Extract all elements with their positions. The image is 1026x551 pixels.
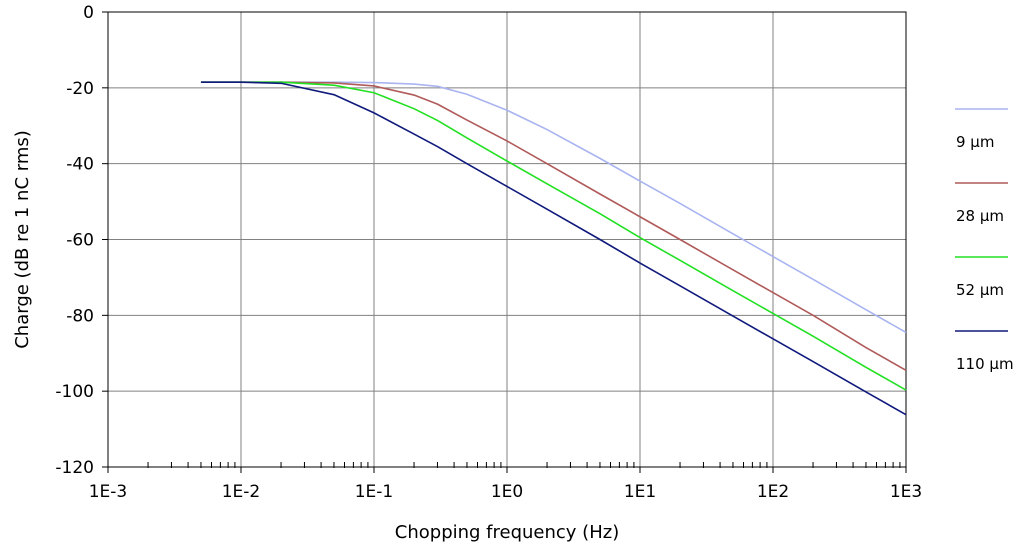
plot-area-frame bbox=[107, 11, 907, 468]
y-tick-label: 0 bbox=[83, 3, 94, 23]
x-tick-label: 1E3 bbox=[890, 482, 922, 502]
x-tick-label: 1E-3 bbox=[89, 482, 128, 502]
y-tick-label: -100 bbox=[55, 382, 94, 402]
x-tick-label: 1E1 bbox=[624, 482, 656, 502]
series-lines bbox=[200, 81, 907, 416]
x-axis-title: Chopping frequency (Hz) bbox=[395, 522, 619, 543]
legend: 9 μm 28 μm 52 μm 110 μm bbox=[955, 108, 1014, 373]
series-line-4 bbox=[200, 81, 907, 416]
legend-label-4: 110 μm bbox=[956, 355, 1014, 373]
y-tick-label: -60 bbox=[66, 231, 94, 251]
y-tick-label: -80 bbox=[66, 306, 94, 326]
legend-label-3: 52 μm bbox=[956, 281, 1004, 299]
grid-lines bbox=[102, 11, 907, 473]
y-axis-title: Charge (dB re 1 nC rms) bbox=[12, 130, 33, 349]
y-tick-label: -40 bbox=[66, 155, 94, 175]
series-line-3 bbox=[200, 81, 907, 391]
y-tick-label: -120 bbox=[55, 458, 94, 478]
x-tick-label: 1E2 bbox=[757, 482, 789, 502]
x-tick-label: 1E-1 bbox=[355, 482, 394, 502]
legend-label-1: 9 μm bbox=[956, 133, 994, 151]
y-tick-label: -20 bbox=[66, 79, 94, 99]
x-tick-label: 1E0 bbox=[491, 482, 523, 502]
series-line-2 bbox=[200, 81, 907, 372]
x-axis-tick-labels: 1E-3 1E-2 1E-1 1E0 1E1 1E2 1E3 bbox=[89, 482, 922, 502]
series-line-1 bbox=[200, 81, 907, 334]
y-axis-tick-labels: 0 -20 -40 -60 -80 -100 -120 bbox=[55, 3, 94, 478]
legend-label-2: 28 μm bbox=[956, 207, 1004, 225]
x-tick-label: 1E-2 bbox=[222, 482, 261, 502]
